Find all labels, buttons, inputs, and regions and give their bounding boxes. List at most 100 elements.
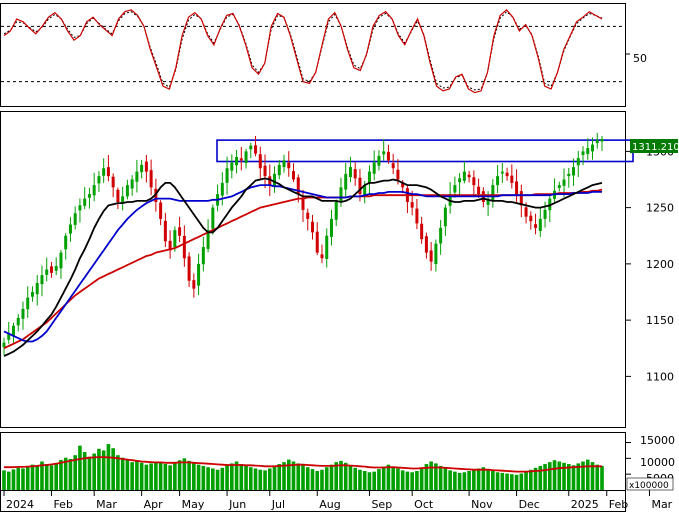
volume-bar bbox=[206, 467, 210, 490]
volume-bar bbox=[154, 461, 158, 490]
candle-body bbox=[21, 308, 25, 319]
candle-body bbox=[49, 266, 53, 273]
volume-bar bbox=[106, 444, 111, 490]
volume-tick-10000: 10000 bbox=[640, 456, 675, 469]
volume-bar bbox=[595, 464, 600, 490]
volume-bar bbox=[562, 462, 566, 490]
candle-body bbox=[586, 148, 590, 155]
candle-body bbox=[443, 207, 447, 227]
volume-bar bbox=[429, 461, 433, 490]
date-label: Jun bbox=[228, 498, 246, 511]
candle-body bbox=[263, 165, 267, 177]
volume-bar bbox=[253, 468, 258, 490]
volume-bar bbox=[187, 460, 191, 490]
candle-body bbox=[178, 227, 182, 236]
volume-bar bbox=[358, 469, 362, 490]
volume-bar bbox=[16, 467, 21, 490]
candle-body bbox=[197, 263, 201, 286]
volume-bar bbox=[585, 459, 590, 490]
volume-bar bbox=[296, 463, 301, 490]
candle-body bbox=[353, 169, 357, 179]
date-label: Sep bbox=[371, 498, 392, 511]
volume-bar bbox=[282, 462, 286, 490]
candle-body bbox=[496, 176, 500, 186]
candle-body bbox=[68, 224, 72, 234]
volume-bar bbox=[581, 461, 585, 490]
volume-bar bbox=[215, 469, 220, 490]
volume-bar bbox=[163, 464, 168, 490]
volume-bar bbox=[514, 474, 519, 490]
volume-bar bbox=[495, 472, 500, 490]
volume-bar bbox=[301, 465, 305, 490]
candle-body bbox=[111, 176, 115, 188]
volume-bar bbox=[491, 471, 495, 490]
price-tick-1100: 1100 bbox=[646, 370, 674, 383]
candle-body bbox=[591, 144, 595, 152]
volume-bar bbox=[68, 458, 73, 490]
candle-body bbox=[16, 317, 20, 326]
candle-body bbox=[211, 207, 215, 229]
volume-bar bbox=[552, 460, 557, 490]
volume-bar bbox=[396, 468, 400, 490]
candle-body bbox=[306, 212, 310, 219]
candle-body bbox=[401, 182, 405, 188]
volume-bar bbox=[225, 465, 229, 490]
last-price-label: 1311.210 bbox=[632, 142, 679, 153]
candle-body bbox=[2, 342, 6, 348]
candle-body bbox=[391, 163, 395, 169]
volume-bar bbox=[234, 461, 239, 490]
stochastic-main-line bbox=[3, 8, 603, 94]
volume-bar bbox=[44, 464, 49, 490]
volume-layer bbox=[2, 442, 631, 490]
candle-body bbox=[140, 164, 144, 173]
volume-bar bbox=[505, 473, 509, 490]
candle-body bbox=[386, 151, 390, 161]
price-layer bbox=[2, 132, 634, 377]
volume-bar bbox=[111, 448, 115, 490]
candle-body bbox=[310, 221, 314, 233]
volume-bar bbox=[11, 469, 16, 490]
volume-bar bbox=[529, 469, 533, 490]
candle-body bbox=[7, 333, 11, 340]
volume-bar bbox=[120, 457, 125, 490]
volume-tick-15000: 15000 bbox=[640, 434, 675, 447]
volume-bar bbox=[557, 461, 562, 490]
price-tick-1150: 1150 bbox=[646, 314, 674, 327]
volume-bar bbox=[230, 463, 234, 490]
candle-body bbox=[277, 164, 281, 176]
volume-bar bbox=[510, 474, 514, 490]
date-label: Jul bbox=[271, 498, 285, 511]
candle-body bbox=[30, 292, 34, 297]
candle-body bbox=[320, 254, 324, 259]
volume-unit-label: x100000 bbox=[629, 481, 669, 491]
volume-bar bbox=[372, 471, 376, 490]
date-label: Mar bbox=[651, 498, 672, 511]
candle-body bbox=[372, 162, 376, 174]
candle-body bbox=[458, 178, 462, 183]
stochastic-layer bbox=[1, 8, 630, 94]
volume-bar bbox=[82, 452, 87, 490]
candle-body bbox=[529, 215, 533, 222]
volume-bar bbox=[310, 469, 315, 490]
volume-bar bbox=[533, 467, 538, 490]
volume-bar bbox=[158, 462, 163, 490]
candle-body bbox=[83, 198, 87, 206]
candle-body bbox=[325, 235, 329, 260]
volume-ma-line bbox=[4, 456, 602, 473]
volume-bar bbox=[130, 462, 134, 490]
volume-bar bbox=[320, 469, 324, 490]
candle-body bbox=[315, 231, 319, 253]
candle-body bbox=[92, 185, 96, 196]
candle-body bbox=[576, 158, 580, 166]
candle-body bbox=[491, 185, 495, 201]
candle-body bbox=[567, 173, 571, 177]
volume-bar bbox=[73, 455, 77, 490]
volume-bar bbox=[571, 465, 576, 490]
volume-bar bbox=[6, 471, 11, 490]
candle-body bbox=[424, 236, 428, 253]
candle-body bbox=[121, 196, 125, 204]
candle-body bbox=[500, 171, 504, 174]
candle-body bbox=[168, 240, 172, 251]
candle-body bbox=[396, 169, 400, 180]
volume-bar bbox=[173, 462, 177, 490]
